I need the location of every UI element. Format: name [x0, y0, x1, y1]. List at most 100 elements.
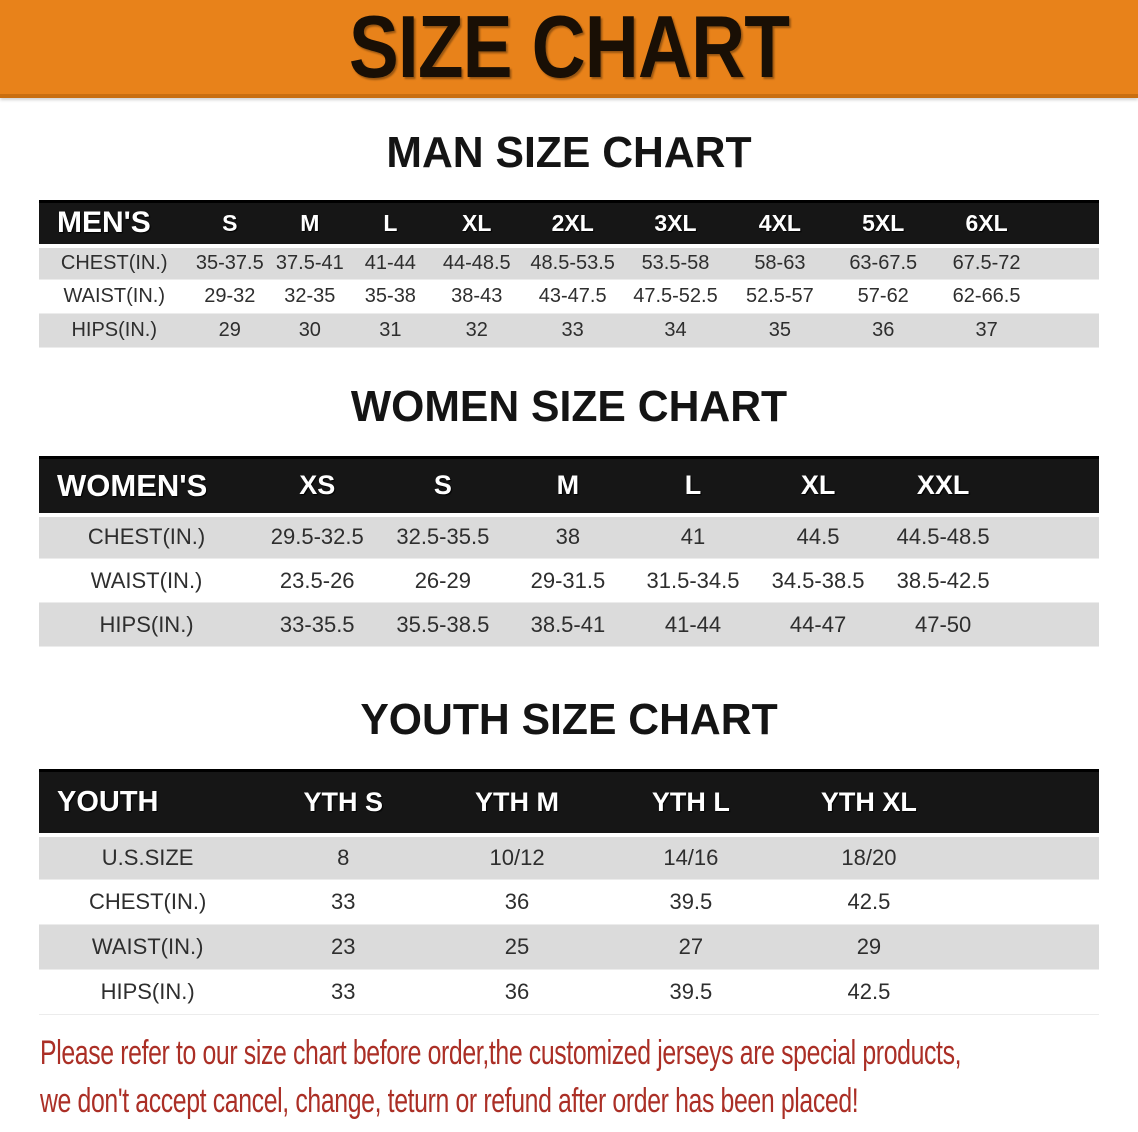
spacer-cell	[1038, 313, 1099, 348]
size-column-header: M	[505, 456, 631, 517]
measurement-row: CHEST(IN.) 35-37.5 37.5-41 41-44 44-48.5 48.5…	[39, 245, 1099, 280]
size-value: 35-37.5	[189, 245, 271, 280]
table-group-label: MEN'S	[39, 200, 190, 248]
size-value: 38	[505, 514, 631, 559]
size-value: 44.5-48.5	[880, 514, 1006, 559]
size-column-header: S	[380, 456, 506, 517]
size-value: 52.5-57	[727, 279, 832, 314]
row-label: WAIST(IN.)	[39, 279, 190, 314]
row-label: HIPS(IN.)	[39, 969, 257, 1015]
row-label: WAIST(IN.)	[39, 924, 257, 970]
spacer-cell	[960, 969, 1099, 1015]
spacer-cell	[960, 834, 1099, 880]
size-column-header: 6XL	[934, 200, 1039, 248]
size-value: 33	[256, 879, 431, 925]
size-column-header: XL	[431, 200, 523, 248]
size-value: 41-44	[349, 245, 432, 280]
size-value: 41-44	[630, 602, 756, 647]
page-title: SIZE CHART	[348, 0, 790, 96]
size-value: 29	[189, 313, 271, 348]
size-value: 41	[630, 514, 756, 559]
measurement-row: WAIST(IN.) 29-32 32-35 35-38 38-43 43-47.5 47.…	[39, 279, 1099, 314]
size-value: 34	[623, 313, 728, 348]
row-label: HIPS(IN.)	[39, 602, 255, 647]
size-value: 36	[430, 969, 604, 1015]
size-value: 38.5-42.5	[880, 558, 1006, 603]
size-value: 42.5	[777, 879, 961, 925]
spacer-cell	[960, 879, 1099, 925]
measurement-row: U.S.SIZE 8 10/12 14/16 18/20	[39, 834, 1099, 880]
size-column-header: YTH XL	[777, 769, 961, 837]
size-value: 44.5	[755, 514, 881, 559]
size-column-header: 4XL	[727, 200, 832, 248]
size-value: 53.5-58	[623, 245, 728, 280]
size-value: 42.5	[777, 969, 961, 1015]
size-value: 29-31.5	[505, 558, 631, 603]
size-value: 47.5-52.5	[623, 279, 728, 314]
size-column-header: 5XL	[831, 200, 935, 248]
size-value: 18/20	[777, 834, 961, 880]
row-label: WAIST(IN.)	[39, 558, 255, 603]
spacer-cell	[1038, 279, 1099, 314]
size-value: 10/12	[430, 834, 604, 880]
youth-section-heading: YOUTH SIZE CHART	[360, 695, 778, 744]
row-label: CHEST(IN.)	[39, 514, 255, 559]
size-value: 43-47.5	[522, 279, 624, 314]
size-value: 29	[777, 924, 961, 970]
size-value: 63-67.5	[831, 245, 935, 280]
size-value: 32	[431, 313, 523, 348]
size-value: 39.5	[603, 879, 778, 925]
measurement-row: HIPS(IN.) 29 30 31 32 33 34 35 36 37	[39, 313, 1099, 348]
size-value: 29.5-32.5	[254, 514, 381, 559]
size-value: 38-43	[431, 279, 523, 314]
measurement-row: HIPS(IN.) 33 36 39.5 42.5	[39, 969, 1099, 1015]
table-header-row: WOMEN'S XS S M L XL XXL	[39, 456, 1099, 517]
youth-size-table: YOUTH YTH S YTH M YTH L YTH XL U.S.SIZE 8 10/12…	[39, 769, 1099, 1015]
spacer-cell	[1005, 456, 1099, 517]
size-value: 35-38	[349, 279, 432, 314]
spacer-cell	[960, 924, 1099, 970]
spacer-cell	[1038, 245, 1099, 280]
size-value: 38.5-41	[505, 602, 631, 647]
measurement-row: CHEST(IN.) 33 36 39.5 42.5	[39, 879, 1099, 925]
order-notice-line-2: we don't accept cancel, change, teturn o…	[40, 1082, 859, 1120]
size-value: 44-47	[755, 602, 881, 647]
women-size-table: WOMEN'S XS S M L XL XXL CHEST(IN.) 29.5-32.5 32.5…	[39, 456, 1099, 647]
size-value: 36	[430, 879, 604, 925]
row-label: HIPS(IN.)	[39, 313, 190, 348]
measurement-row: WAIST(IN.) 23 25 27 29	[39, 924, 1099, 970]
size-value: 25	[430, 924, 604, 970]
banner: SIZE CHART	[0, 0, 1138, 98]
size-value: 33	[522, 313, 624, 348]
table-header-row: MEN'S S M L XL 2XL 3XL 4XL 5XL 6XL	[39, 200, 1099, 248]
size-value: 23	[256, 924, 431, 970]
size-column-header: L	[349, 200, 432, 248]
size-column-header: S	[189, 200, 271, 248]
size-column-header: XL	[755, 456, 881, 517]
women-section-heading: WOMEN SIZE CHART	[350, 382, 788, 431]
men-size-section: MAN SIZE CHART MEN'S S M L XL 2XL 3XL 4XL 5XL 6XL…	[0, 128, 1138, 348]
size-column-header: YTH M	[430, 769, 604, 837]
size-column-header: 2XL	[522, 200, 624, 248]
size-value: 62-66.5	[934, 279, 1039, 314]
size-value: 48.5-53.5	[522, 245, 624, 280]
size-value: 32-35	[270, 279, 350, 314]
size-value: 36	[831, 313, 935, 348]
size-value: 47-50	[880, 602, 1006, 647]
measurement-row: CHEST(IN.) 29.5-32.5 32.5-35.5 38 41 44.5 44.5…	[39, 514, 1099, 559]
size-value: 27	[603, 924, 778, 970]
spacer-cell	[1005, 602, 1099, 647]
size-column-header: XXL	[880, 456, 1006, 517]
spacer-cell	[1005, 514, 1099, 559]
size-column-header: 3XL	[623, 200, 728, 248]
size-value: 33-35.5	[254, 602, 381, 647]
row-label: U.S.SIZE	[39, 834, 257, 880]
measurement-row: HIPS(IN.) 33-35.5 35.5-38.5 38.5-41 41-44 44-…	[39, 602, 1099, 647]
size-value: 34.5-38.5	[755, 558, 881, 603]
spacer-cell	[1005, 558, 1099, 603]
size-value: 37	[934, 313, 1039, 348]
size-value: 14/16	[603, 834, 778, 880]
measurement-row: WAIST(IN.) 23.5-26 26-29 29-31.5 31.5-34.5 34…	[39, 558, 1099, 603]
size-value: 32.5-35.5	[380, 514, 506, 559]
size-value: 58-63	[727, 245, 832, 280]
